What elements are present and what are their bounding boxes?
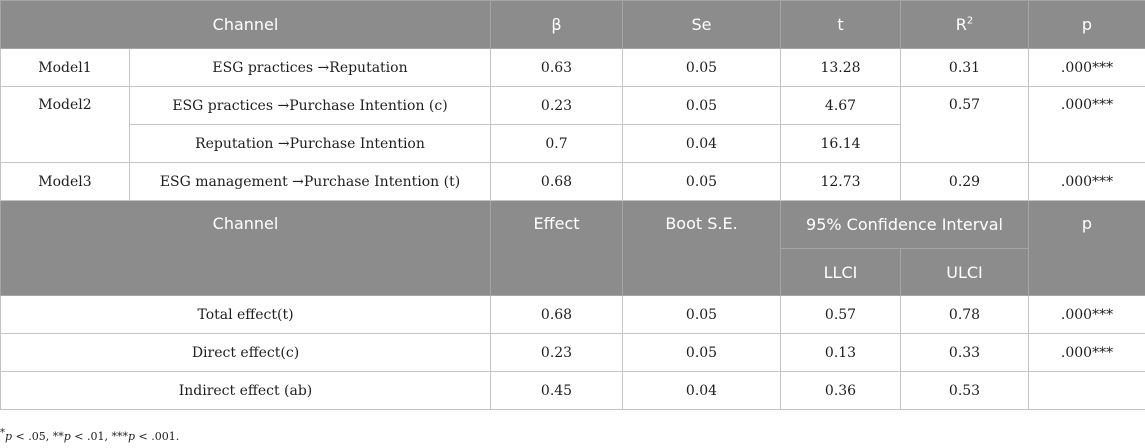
r2-cell: 0.31 xyxy=(900,48,1029,87)
channel-cell: ESG practices →Purchase Intention (c) xyxy=(129,86,491,125)
table1-header-se: Se xyxy=(622,0,781,49)
footnote-p: p xyxy=(63,430,71,443)
table-row: Indirect effect (ab) 0.45 0.04 0.36 0.53 xyxy=(0,371,1145,410)
se-cell: 0.05 xyxy=(622,48,781,87)
ulci-cell: 0.78 xyxy=(900,295,1029,334)
p-cell xyxy=(1028,371,1145,410)
footnote-p: p xyxy=(128,430,136,443)
model-label: Model2 xyxy=(0,86,130,163)
p-cell: .000*** xyxy=(1028,333,1145,372)
table-row: Reputation →Purchase Intention 0.7 0.04 … xyxy=(1,124,1145,163)
results-table: Channel β Se t R2 p Model1 ESG practices… xyxy=(0,0,1145,410)
se-cell: 0.05 xyxy=(622,162,781,201)
footnote-p: p xyxy=(5,430,13,443)
table1-header-row: Channel β Se t R2 p xyxy=(0,0,1145,49)
ulci-cell: 0.33 xyxy=(900,333,1029,372)
ulci-cell: 0.53 xyxy=(900,371,1029,410)
table2-header-channel: Channel xyxy=(0,200,491,296)
model-label: Model3 xyxy=(0,162,130,201)
channel-cell: ESG management →Purchase Intention (t) xyxy=(129,162,491,201)
significance-footnote: *p < .05, **p < .01, ***p < .001. xyxy=(0,427,180,443)
beta-cell: 0.7 xyxy=(490,124,623,163)
t-cell: 16.14 xyxy=(780,124,901,163)
t-cell: 13.28 xyxy=(780,48,901,87)
channel-cell: ESG practices →Reputation xyxy=(129,48,491,87)
table2-subheader-row: LLCI ULCI xyxy=(1,248,1145,296)
effect-cell: 0.68 xyxy=(490,295,623,334)
r2-cell: 0.29 xyxy=(900,162,1029,201)
t-cell: 4.67 xyxy=(780,86,901,125)
table-row: Total effect(t) 0.68 0.05 0.57 0.78 .000… xyxy=(0,295,1145,334)
p-cell: .000*** xyxy=(1028,48,1145,87)
footnote-text: < .001. xyxy=(135,430,180,443)
boot-se-cell: 0.04 xyxy=(622,371,781,410)
table-row: Model1 ESG practices →Reputation 0.63 0.… xyxy=(0,48,1145,87)
boot-se-cell: 0.05 xyxy=(622,295,781,334)
llci-cell: 0.13 xyxy=(780,333,901,372)
table2-header-p: p xyxy=(1028,200,1145,296)
table2-header-ulci: ULCI xyxy=(900,248,1029,296)
model-label: Model1 xyxy=(0,48,130,87)
table2-header-effect: Effect xyxy=(490,200,623,296)
table2-header-boot-se: Boot S.E. xyxy=(622,200,781,296)
se-cell: 0.04 xyxy=(622,124,781,163)
footnote-text: < .01, *** xyxy=(70,430,128,443)
table1-header-r2: R2 xyxy=(900,0,1029,49)
table2-header-ci: 95% Confidence Interval xyxy=(780,200,1029,249)
table-row: Model2 ESG practices →Purchase Intention… xyxy=(0,86,1145,163)
effect-cell: 0.45 xyxy=(490,371,623,410)
llci-cell: 0.36 xyxy=(780,371,901,410)
channel-cell: Reputation →Purchase Intention xyxy=(129,124,491,163)
table-row: Model3 ESG management →Purchase Intentio… xyxy=(0,162,1145,201)
beta-cell: 0.68 xyxy=(490,162,623,201)
r2-base: R xyxy=(955,15,967,34)
beta-cell: 0.63 xyxy=(490,48,623,87)
llci-cell: 0.57 xyxy=(780,295,901,334)
channel-cell: Direct effect(c) xyxy=(0,333,491,372)
p-cell: .000*** xyxy=(1028,86,1145,163)
beta-cell: 0.23 xyxy=(490,86,623,125)
footnote-text: < .05, ** xyxy=(12,430,64,443)
table2-header-row: Channel Effect Boot S.E. 95% Confidence … xyxy=(0,200,1145,296)
table1-header-channel: Channel xyxy=(0,0,491,49)
t-cell: 12.73 xyxy=(780,162,901,201)
table1-header-beta: β xyxy=(490,0,623,49)
channel-cell: Total effect(t) xyxy=(0,295,491,334)
table-row: Direct effect(c) 0.23 0.05 0.13 0.33 .00… xyxy=(0,333,1145,372)
footnote-asterisk: * xyxy=(0,427,5,439)
table1-header-t: t xyxy=(780,0,901,49)
table2-header-llci: LLCI xyxy=(780,248,901,296)
effect-cell: 0.23 xyxy=(490,333,623,372)
se-cell: 0.05 xyxy=(622,86,781,125)
p-cell: .000*** xyxy=(1028,295,1145,334)
r2-cell: 0.57 xyxy=(900,86,1029,163)
channel-cell: Indirect effect (ab) xyxy=(0,371,491,410)
boot-se-cell: 0.05 xyxy=(622,333,781,372)
p-cell: .000*** xyxy=(1028,162,1145,201)
table1-header-p: p xyxy=(1028,0,1145,49)
r2-superscript: 2 xyxy=(966,15,974,27)
